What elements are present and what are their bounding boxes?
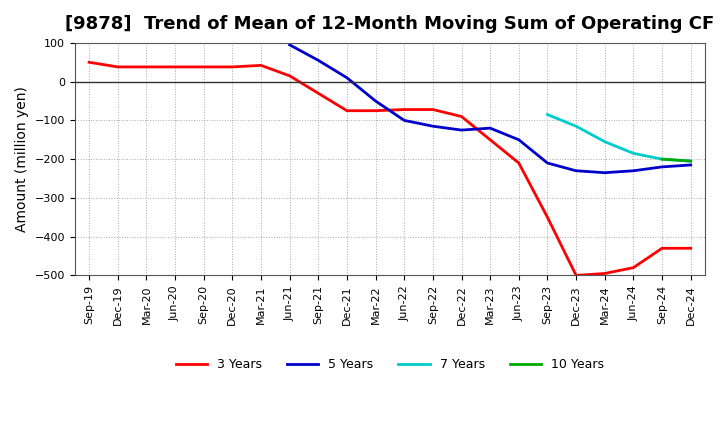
3 Years (400, 107, 408, 112)
5 Years (372, 99, 380, 104)
7 Years (657, 157, 666, 162)
5 Years (600, 170, 609, 176)
3 Years (572, 273, 580, 278)
7 Years (686, 158, 695, 164)
3 Years (285, 73, 294, 78)
3 Years (543, 215, 552, 220)
3 Years (428, 107, 437, 112)
5 Years (572, 168, 580, 173)
Legend: 3 Years, 5 Years, 7 Years, 10 Years: 3 Years, 5 Years, 7 Years, 10 Years (171, 353, 609, 376)
Title: [9878]  Trend of Mean of 12-Month Moving Sum of Operating CF: [9878] Trend of Mean of 12-Month Moving … (66, 15, 714, 33)
3 Years (228, 64, 237, 70)
3 Years (199, 64, 208, 70)
3 Years (114, 64, 122, 70)
5 Years (314, 58, 323, 63)
5 Years (285, 42, 294, 48)
10 Years (657, 157, 666, 162)
3 Years (600, 271, 609, 276)
3 Years (372, 108, 380, 114)
3 Years (686, 246, 695, 251)
5 Years (629, 168, 638, 173)
5 Years (657, 164, 666, 169)
Line: 7 Years: 7 Years (547, 114, 690, 161)
5 Years (486, 125, 495, 131)
Line: 3 Years: 3 Years (89, 62, 690, 275)
3 Years (314, 91, 323, 96)
3 Years (256, 63, 265, 68)
5 Years (343, 75, 351, 81)
Line: 5 Years: 5 Years (289, 45, 690, 173)
5 Years (543, 161, 552, 166)
Line: 10 Years: 10 Years (662, 159, 690, 161)
3 Years (515, 161, 523, 166)
3 Years (629, 265, 638, 270)
10 Years (686, 158, 695, 164)
5 Years (686, 162, 695, 168)
3 Years (142, 64, 150, 70)
3 Years (486, 137, 495, 143)
Y-axis label: Amount (million yen): Amount (million yen) (15, 86, 29, 232)
7 Years (629, 150, 638, 156)
7 Years (572, 124, 580, 129)
7 Years (543, 112, 552, 117)
7 Years (600, 139, 609, 144)
3 Years (657, 246, 666, 251)
5 Years (400, 118, 408, 123)
3 Years (457, 114, 466, 119)
5 Years (457, 128, 466, 133)
5 Years (428, 124, 437, 129)
3 Years (171, 64, 179, 70)
5 Years (515, 137, 523, 143)
3 Years (85, 60, 94, 65)
3 Years (343, 108, 351, 114)
